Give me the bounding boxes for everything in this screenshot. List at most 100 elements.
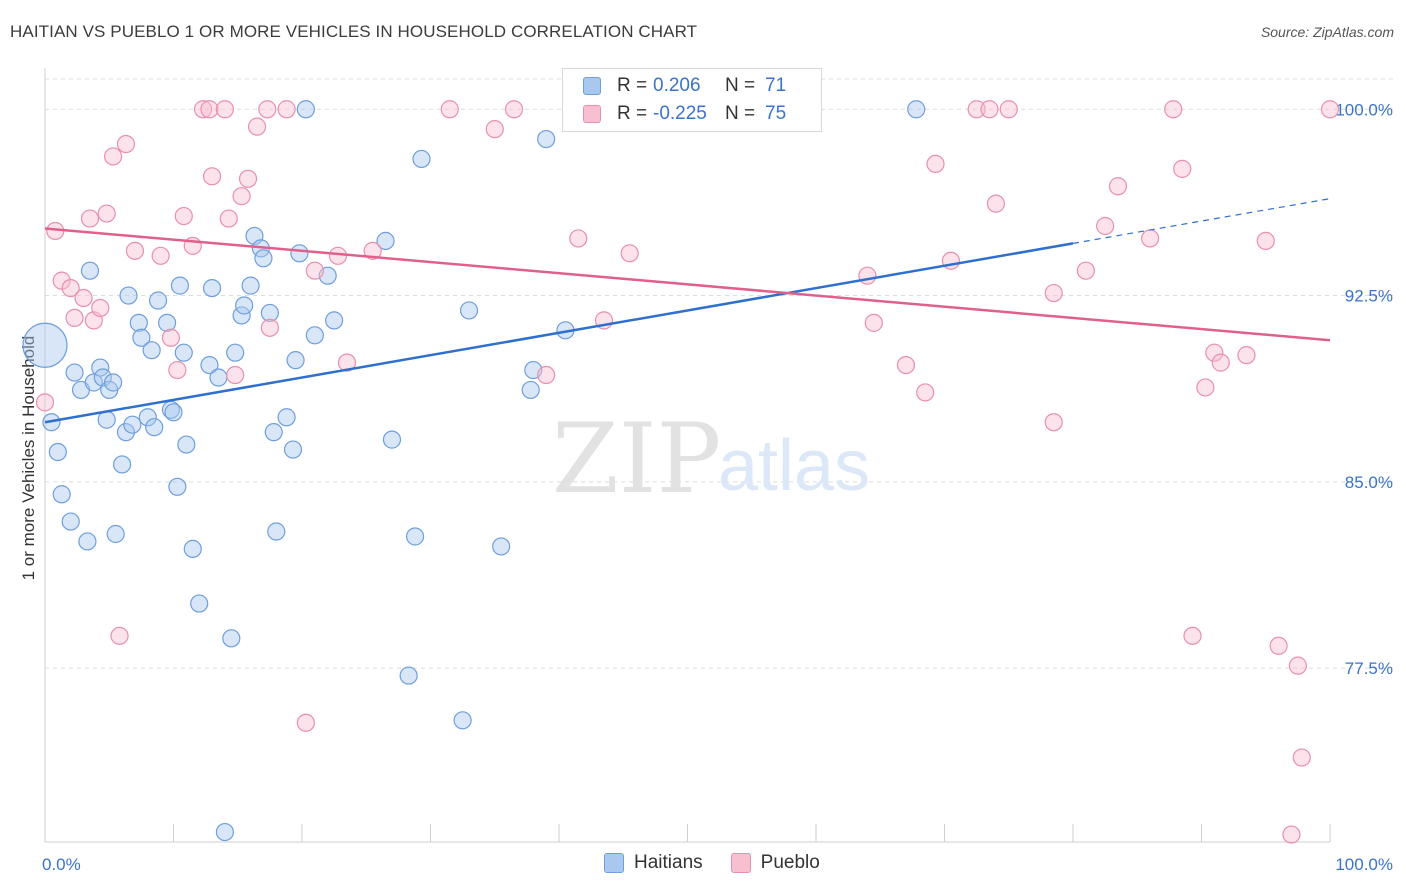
pueblo-point <box>999 100 1018 119</box>
haitians-point <box>492 537 511 556</box>
haitians-point <box>226 343 245 362</box>
legend-r-label: R = <box>617 75 648 96</box>
haitians-point <box>202 278 222 298</box>
pueblo-point <box>1269 636 1288 655</box>
pueblo-point <box>1237 346 1256 365</box>
haitians-point <box>453 711 472 730</box>
haitians-point <box>190 594 209 613</box>
chart-source: Source: ZipAtlas.com <box>1260 24 1394 40</box>
haitians-trend-line <box>44 242 1074 424</box>
haitians-point <box>148 291 168 310</box>
haitians-point <box>170 276 190 295</box>
pueblo-point <box>1096 216 1115 236</box>
pueblo-point <box>1183 626 1202 645</box>
pueblo-point <box>858 266 877 285</box>
legend-row-pueblo: R = -0.225 N = 75 <box>583 101 786 127</box>
correlation-legend: R = 0.206 N = 71 R = -0.225 N = 75 <box>562 68 822 132</box>
haitians-point <box>241 276 260 295</box>
haitians-point <box>235 296 254 315</box>
series-legend-haitians-label: Haitians <box>634 852 703 873</box>
pueblo-point <box>363 241 382 260</box>
pueblo-point <box>161 328 181 347</box>
legend-swatch-pueblo <box>583 105 601 123</box>
haitians-point <box>104 373 123 392</box>
pueblo-point <box>1044 413 1063 432</box>
haitians-point <box>116 423 136 442</box>
haitians-point <box>138 408 157 427</box>
pueblo-point <box>116 134 136 154</box>
haitians-point <box>174 343 193 362</box>
pueblo-point <box>1044 283 1063 303</box>
series-legend: Haitians Pueblo <box>604 852 848 874</box>
haitians-point <box>286 351 305 370</box>
pueblo-point <box>219 209 238 228</box>
haitians-point <box>65 363 84 382</box>
haitians-point <box>106 524 125 544</box>
pueblo-point <box>337 353 357 372</box>
haitians-point <box>61 512 80 531</box>
pueblo-point <box>277 100 296 119</box>
y-tick-label: 92.5% <box>1345 287 1393 306</box>
pueblo-point <box>35 393 55 412</box>
pueblo-point <box>1140 229 1160 248</box>
haitians-point <box>200 355 219 375</box>
pueblo-point <box>91 298 110 318</box>
pueblo-point <box>864 313 883 332</box>
x-tick-label-right: 100.0% <box>1335 855 1393 874</box>
haitians-point <box>215 822 234 842</box>
pueblo-point <box>104 147 123 166</box>
legend-swatch-haitians <box>583 77 601 95</box>
pueblo-point <box>1282 825 1301 844</box>
haitians-point <box>907 100 926 119</box>
haitians-point <box>521 380 540 400</box>
haitians-point <box>112 455 132 474</box>
pueblo-point <box>200 100 219 119</box>
haitians-point <box>277 408 296 427</box>
y-axis-title: 1 or more Vehicles in Household <box>19 336 38 581</box>
haitians-point <box>254 249 273 268</box>
pueblo-point <box>215 100 234 119</box>
pueblo-point <box>440 100 459 119</box>
haitians-point <box>129 313 148 332</box>
haitians-point <box>145 418 164 437</box>
haitians-point <box>142 341 161 360</box>
pueblo-point <box>980 100 999 119</box>
legend-row-haitians: R = 0.206 N = 71 <box>583 73 786 99</box>
pueblo-point <box>74 288 93 308</box>
pueblo-point <box>1320 100 1340 119</box>
haitians-point <box>296 100 315 119</box>
pueblo-point <box>1292 748 1311 767</box>
pueblo-point <box>110 626 129 645</box>
pueblo-point <box>504 100 524 119</box>
haitians-point <box>325 311 344 330</box>
pueblo-point <box>247 117 267 136</box>
pueblo-point <box>1205 343 1224 362</box>
pueblo-point <box>193 100 213 119</box>
chart-title: HAITIAN VS PUEBLO 1 OR MORE VEHICLES IN … <box>10 22 698 41</box>
pueblo-point <box>1173 159 1192 178</box>
haitians-point <box>157 313 177 332</box>
legend-r-value: -0.225 <box>653 103 707 124</box>
haitians-point <box>376 231 395 251</box>
legend-n-label: N = <box>725 103 756 124</box>
legend-n-label: N = <box>725 75 756 96</box>
pueblo-point <box>1288 656 1307 675</box>
pueblo-point <box>80 209 100 228</box>
haitians-point <box>305 326 324 345</box>
pueblo-point <box>125 241 145 260</box>
haitians-point <box>119 286 138 305</box>
pueblo-point <box>202 167 222 186</box>
watermark-atlas: atlas <box>718 426 870 506</box>
pueblo-point <box>65 308 84 328</box>
pueblo-point <box>485 120 504 139</box>
haitians-point <box>405 527 425 546</box>
legend-r-value: 0.206 <box>653 75 701 96</box>
pueblo-point <box>1108 177 1128 196</box>
pueblo-point <box>296 713 315 732</box>
haitians-point <box>209 368 228 387</box>
legend-n-value: 75 <box>765 103 787 124</box>
y-tick-label: 85.0% <box>1345 473 1393 492</box>
haitians-point <box>222 629 241 648</box>
watermark-zip: ZIP <box>552 403 721 515</box>
pueblo-point <box>896 355 916 375</box>
